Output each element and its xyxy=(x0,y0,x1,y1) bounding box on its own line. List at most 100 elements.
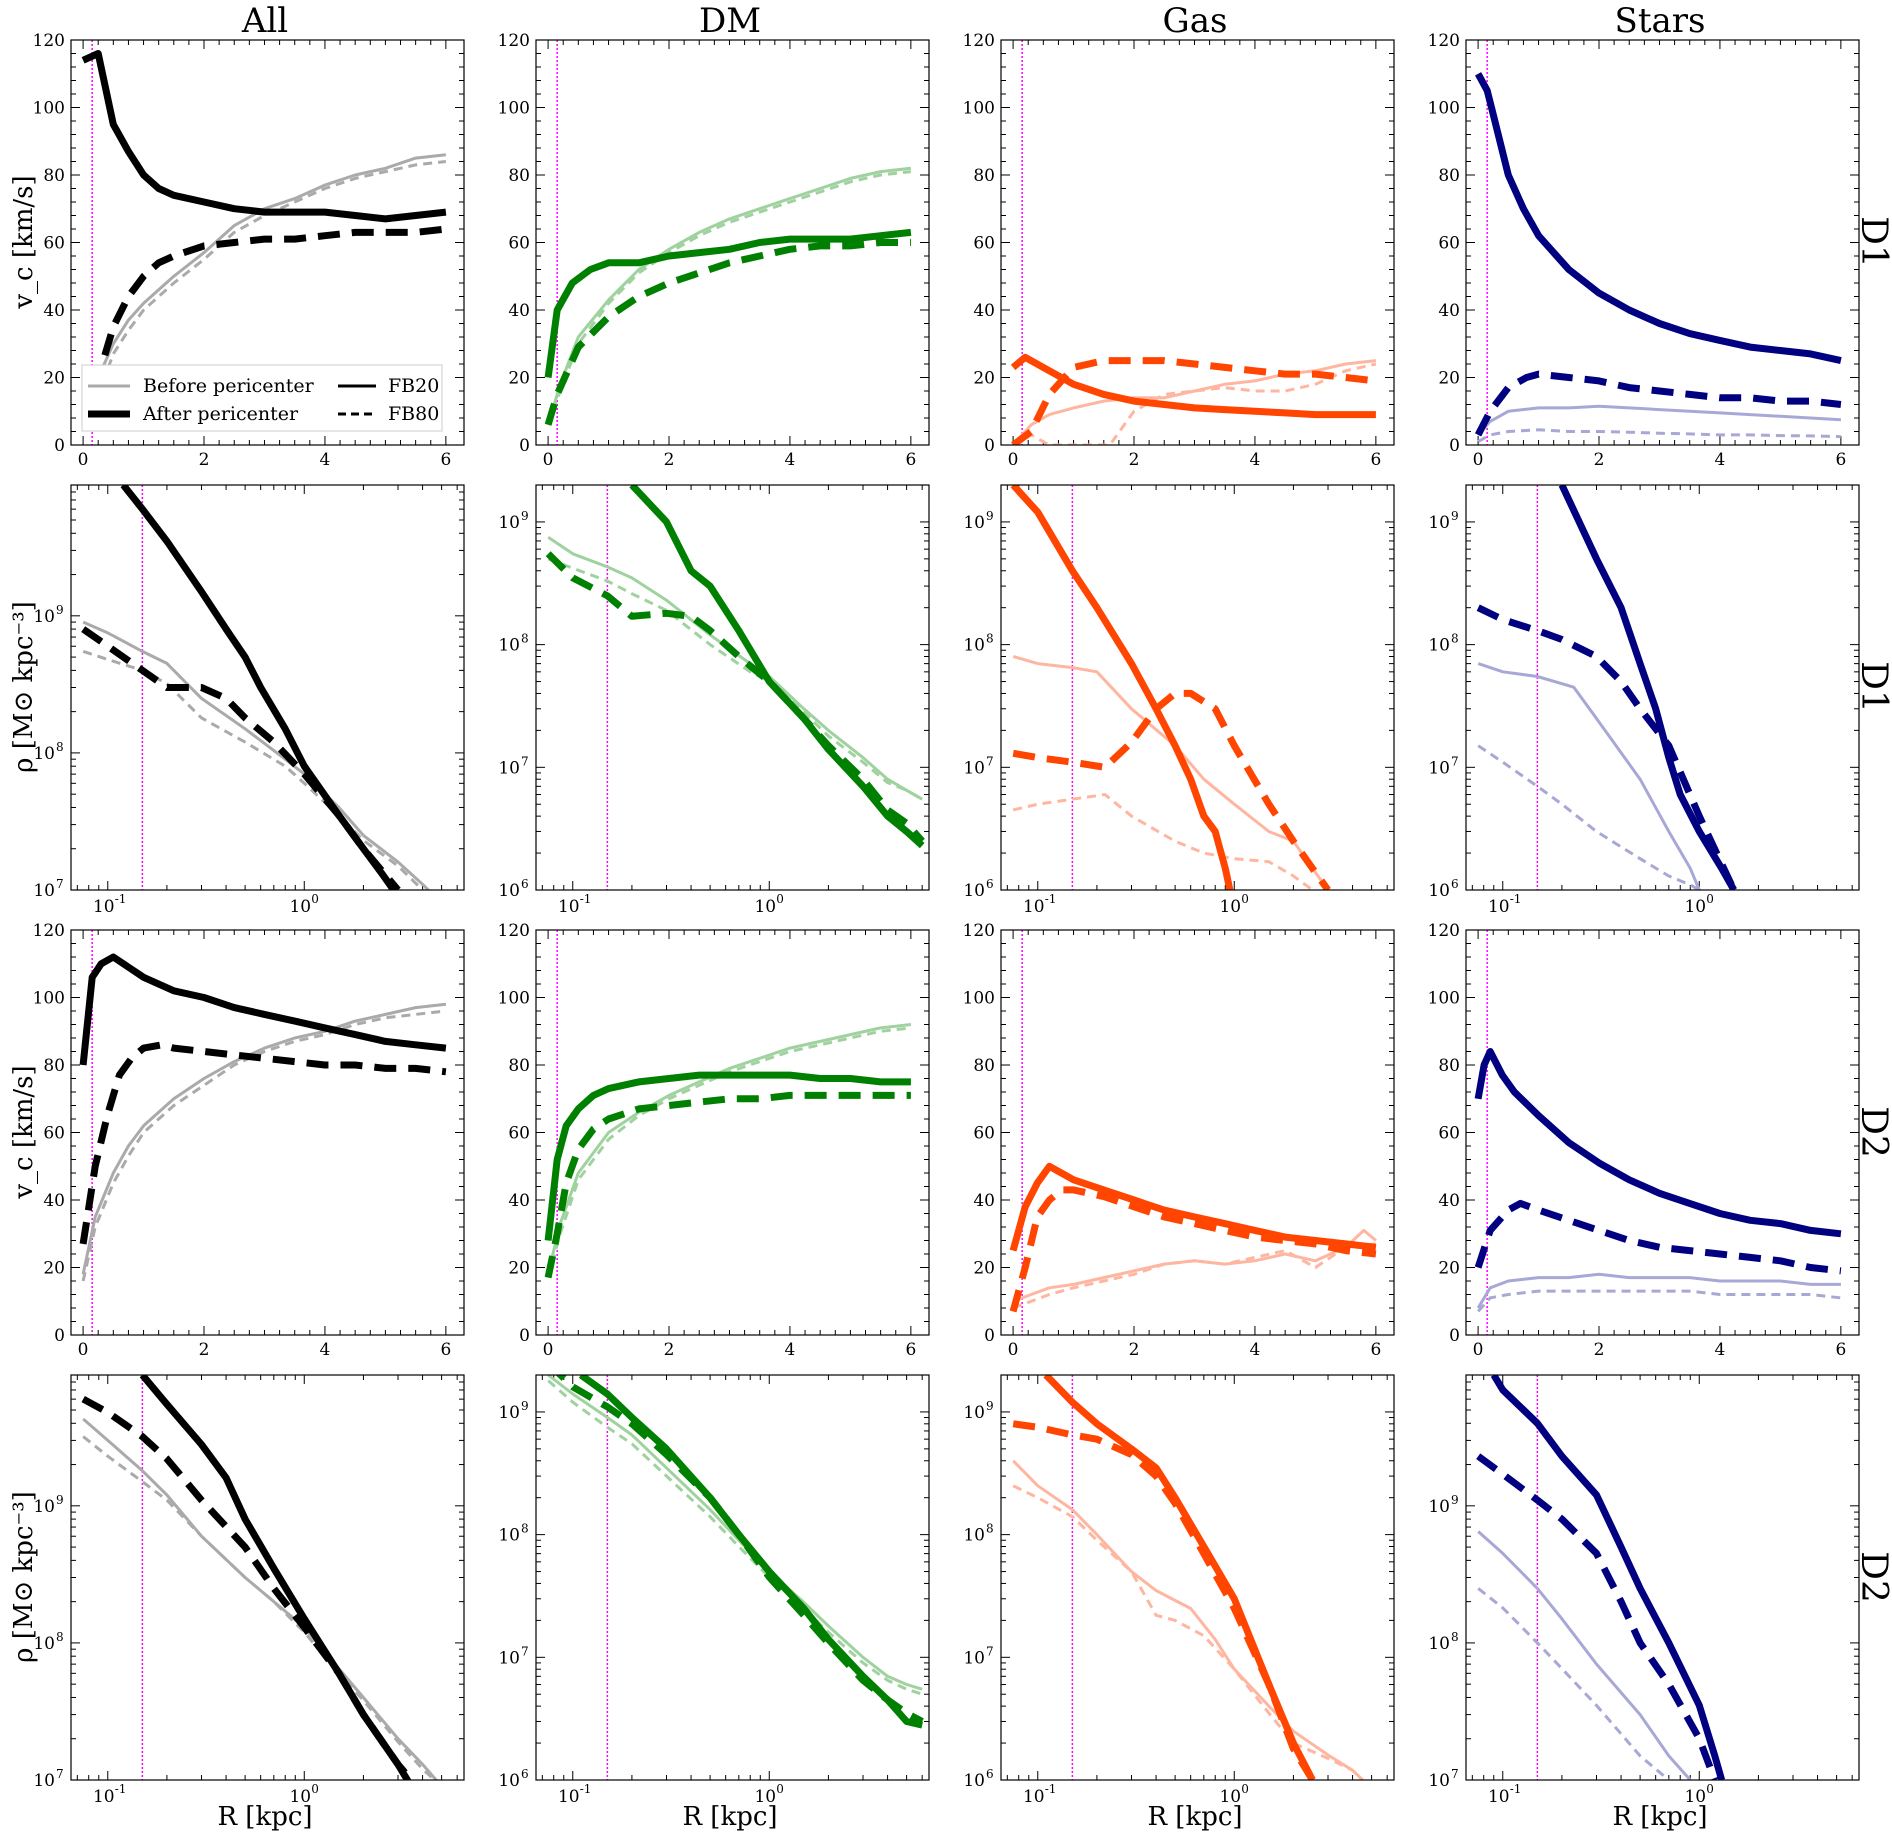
xlabel-all: R [kpc] xyxy=(217,1802,312,1832)
series-fb80-after-pericenter xyxy=(544,239,911,426)
x-tick-label: 4 xyxy=(785,1340,796,1360)
series-fb80-after-pericenter xyxy=(545,551,925,844)
y-tick-label: 20 xyxy=(973,1259,995,1279)
y-tick-label: 120 xyxy=(33,921,65,941)
x-tick-label: 10 xyxy=(289,897,311,917)
x-tick-exponent: -1 xyxy=(1045,1782,1057,1796)
y-tick-label: 80 xyxy=(43,166,65,186)
series-fb80-after-pericenter xyxy=(1474,370,1842,437)
y-tick-label: 10 xyxy=(1428,758,1450,778)
y-tick-label: 10 xyxy=(33,881,55,901)
y-tick-label: 20 xyxy=(1438,369,1460,389)
x-tick-label: 0 xyxy=(543,450,554,470)
series-fb20-after-pericenter xyxy=(1474,1048,1842,1238)
y-tick-label: 80 xyxy=(508,166,530,186)
panel-2-all: 10 710 810 910 -1 10 0 xyxy=(33,484,465,917)
series-fb80-after-pericenter xyxy=(1476,1453,1719,1780)
legend: Before pericenter After pericenter FB20 … xyxy=(81,364,443,432)
y-tick-label: 10 xyxy=(963,1648,985,1668)
y-tick-label: 100 xyxy=(33,989,65,1009)
panel-3-dm: 0 20 40 60 80 100 120 0 2 4 6 xyxy=(498,921,930,1360)
series-fb20-before-pericenter xyxy=(1011,359,1377,445)
x-tick-label: 0 xyxy=(1473,1340,1484,1360)
y-tick-label: 10 xyxy=(33,1497,55,1517)
y-tick-label: 10 xyxy=(963,1771,985,1791)
series-fb80-before-pericenter xyxy=(1012,1242,1377,1310)
x-tick-label: 0 xyxy=(78,450,89,470)
y-tick-exponent: 9 xyxy=(986,1399,994,1413)
x-tick-label: 10 xyxy=(93,897,115,917)
y-tick-exponent: 8 xyxy=(986,1522,994,1536)
x-tick-label: 6 xyxy=(440,1340,451,1360)
x-tick-label: 4 xyxy=(1715,450,1726,470)
series-fb20-after-pericenter xyxy=(1010,353,1376,419)
y-tick-exponent: 8 xyxy=(986,632,994,646)
x-tick-label: 4 xyxy=(1715,1340,1726,1360)
x-tick-label: 6 xyxy=(1835,450,1846,470)
y-tick-exponent: 8 xyxy=(1451,1630,1459,1644)
series-fb20-after-pericenter xyxy=(544,1071,911,1241)
x-tick-exponent: 0 xyxy=(1241,1782,1249,1796)
series-fb20-before-pericenter xyxy=(1476,1272,1841,1309)
x-tick-label: 6 xyxy=(440,450,451,470)
y-tick-label: 40 xyxy=(43,1191,65,1211)
y-tick-label: 40 xyxy=(508,1191,530,1211)
x-tick-label: 10 xyxy=(754,1787,776,1807)
series-fb20-after-pericenter xyxy=(544,228,912,378)
series-fb80-before-pericenter xyxy=(546,170,912,426)
ylabel-row-4: ρ [M⊙ kpc⁻³] xyxy=(9,1491,39,1663)
y-tick-exponent: 6 xyxy=(1451,877,1459,891)
y-tick-label: 100 xyxy=(1428,989,1460,1009)
x-tick-exponent: 0 xyxy=(311,892,319,906)
axes-frame xyxy=(70,39,465,446)
y-tick-exponent: 9 xyxy=(56,603,64,617)
y-tick-label: 60 xyxy=(508,1124,530,1144)
y-tick-label: 20 xyxy=(1438,1259,1460,1279)
y-tick-label: 120 xyxy=(1428,31,1460,51)
x-tick-label: 10 xyxy=(93,1787,115,1807)
series-fb80-before-pericenter xyxy=(1477,744,1701,890)
y-tick-label: 10 xyxy=(498,758,520,778)
x-tick-exponent: -1 xyxy=(1045,892,1057,906)
x-tick-label: 10 xyxy=(558,897,580,917)
y-tick-label: 0 xyxy=(519,436,530,456)
axes-frame xyxy=(535,484,930,891)
x-tick-label: 2 xyxy=(1594,450,1605,470)
y-tick-label: 60 xyxy=(973,1124,995,1144)
series-fb20-before-pericenter xyxy=(1477,1530,1692,1780)
series-fb80-after-pericenter xyxy=(1011,357,1377,445)
y-tick-label: 80 xyxy=(1438,166,1460,186)
x-tick-label: 0 xyxy=(78,1340,89,1360)
x-tick-label: 4 xyxy=(320,450,331,470)
y-tick-label: 10 xyxy=(498,636,520,656)
y-tick-label: 100 xyxy=(963,989,995,1009)
ylabel-row-3: v_c [km/s] xyxy=(9,1065,39,1199)
y-tick-exponent: 7 xyxy=(56,1767,64,1781)
series-fb80-after-pericenter xyxy=(81,1396,414,1780)
x-tick-exponent: 0 xyxy=(1241,892,1249,906)
panel-3-stars: 0 20 40 60 80 100 120 0 2 4 6 xyxy=(1428,921,1860,1360)
y-tick-label: 10 xyxy=(963,1526,985,1546)
legend-after-label: After pericenter xyxy=(142,403,299,425)
y-tick-label: 10 xyxy=(33,1634,55,1654)
column-title-gas: Gas xyxy=(1163,1,1228,41)
x-tick-label: 2 xyxy=(664,450,675,470)
y-tick-label: 100 xyxy=(498,99,530,119)
y-tick-exponent: 6 xyxy=(986,877,994,891)
series-fb20-after-pericenter xyxy=(81,50,447,223)
y-tick-label: 0 xyxy=(54,436,65,456)
series-fb80-after-pericenter xyxy=(1012,1420,1316,1780)
axes-frame xyxy=(535,929,930,1336)
x-tick-label: 6 xyxy=(1835,1340,1846,1360)
y-tick-label: 80 xyxy=(1438,1056,1460,1076)
y-tick-label: 0 xyxy=(54,1326,65,1346)
y-tick-label: 60 xyxy=(973,234,995,254)
y-tick-label: 60 xyxy=(1438,234,1460,254)
axes-frame xyxy=(535,1374,930,1781)
x-tick-exponent: -1 xyxy=(115,892,127,906)
y-tick-exponent: 9 xyxy=(1451,509,1459,523)
series-fb80-after-pericenter xyxy=(555,1375,924,1725)
y-tick-label: 10 xyxy=(498,1648,520,1668)
y-tick-exponent: 7 xyxy=(986,1644,994,1658)
y-tick-label: 60 xyxy=(43,1124,65,1144)
